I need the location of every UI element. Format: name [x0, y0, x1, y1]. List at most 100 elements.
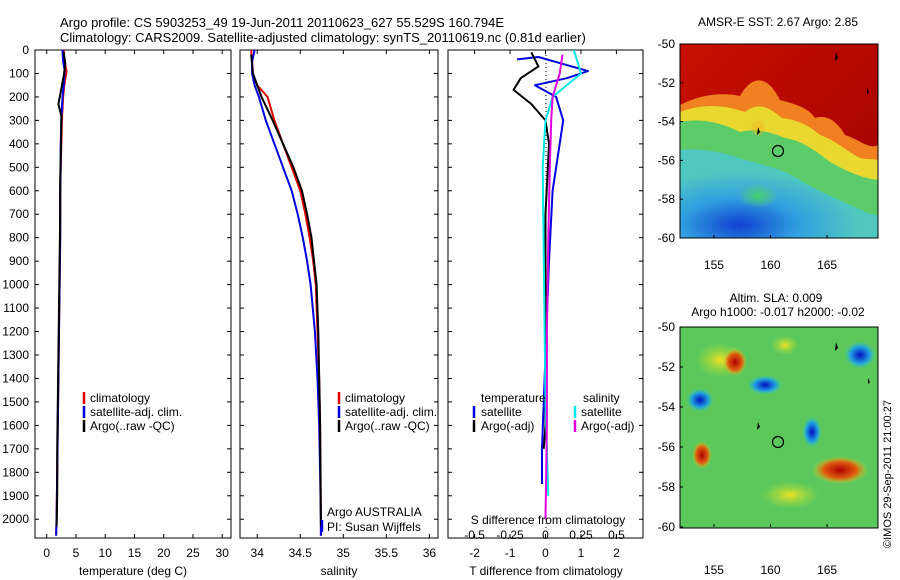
sla-lat-ticks: -50 -52 -54 -56 -58 -60	[658, 320, 683, 534]
x-tick-label: -1	[505, 546, 516, 560]
header-line-2: Climatology: CARS2009. Satellite-adjuste…	[60, 30, 586, 45]
depth-tick-label: 1200	[2, 325, 29, 339]
difference-top-label: S difference from climatology	[471, 513, 626, 527]
salinity-x-ticks: 34 34.5 35 35.5 36	[251, 50, 436, 560]
salinity-legend: climatology satellite-adj. clim. Argo(..…	[337, 391, 437, 433]
lon-tick-label: 155	[704, 563, 724, 577]
legend-label-sal-argo: Argo(-adj)	[581, 419, 634, 433]
profile-location-circle	[771, 144, 785, 158]
depth-tick-label: 400	[9, 137, 29, 151]
depth-tick-label: 800	[9, 231, 29, 245]
header-line-1: Argo profile: CS 5903253_49 19-Jun-2011 …	[60, 15, 504, 30]
temperature-x-ticks: 0 5 10 15 20 25 30	[43, 50, 229, 560]
sla-low-4	[686, 388, 714, 412]
salinity-xlabel: salinity	[321, 564, 358, 578]
float-marker-3	[868, 378, 870, 384]
sla-low-1	[802, 416, 822, 448]
x-tick-label: 0	[43, 546, 50, 560]
lat-tick-label: -58	[658, 480, 676, 494]
legend-label-argo: Argo(..raw -QC)	[345, 419, 430, 433]
depth-tick-label: 1300	[2, 348, 29, 362]
sla-map-title-1: Altim. SLA: 0.009	[730, 291, 823, 305]
lon-tick-label: 160	[760, 258, 780, 272]
difference-legend: temperature salinity satellite Argo(-adj…	[472, 391, 634, 433]
x-tick-label: 35	[337, 546, 351, 560]
temperature-legend: climatology satellite-adj. clim. Argo(..…	[82, 391, 182, 433]
salinity-series	[250, 50, 322, 536]
series-line-argo-raw-qc	[55, 52, 67, 527]
sst-map	[680, 44, 878, 238]
lat-tick-label: -60	[658, 520, 676, 534]
sst-field-cold	[680, 149, 878, 238]
sst-map-title: AMSR-E SST: 2.67 Argo: 2.85	[698, 15, 858, 29]
sla-low-2	[747, 375, 783, 395]
sla-low-3	[844, 341, 876, 369]
depth-tick-label: 300	[9, 113, 29, 127]
imos-footer-credit: ©IMOS 29-Sep-2011 21:00:27	[882, 400, 894, 548]
sla-map-frame	[679, 326, 879, 529]
sla-mid-1	[771, 335, 799, 355]
depth-tick-label: 1700	[2, 442, 29, 456]
difference-top-ticks: -0.5-0.2500.250.5	[464, 528, 625, 542]
depth-tick-label: 1400	[2, 371, 29, 385]
lat-tick-label: -54	[658, 400, 676, 414]
sla-lon-ticks: 155 160 165	[704, 524, 837, 577]
lat-tick-label: -52	[658, 76, 676, 90]
argo-credit-line-1: Argo AUSTRALIA	[327, 505, 422, 519]
legend-label-temp-satellite: satellite	[481, 405, 522, 419]
x-tick-label: 25	[186, 546, 200, 560]
difference-series	[512, 50, 589, 530]
depth-tick-label: 1800	[2, 465, 29, 479]
legend-label-satellite: satellite-adj. clim.	[345, 405, 437, 419]
sst-map-frame	[679, 43, 879, 239]
x-tick-label: 30	[216, 546, 230, 560]
depth-tick-label: 0	[22, 43, 29, 57]
sla-map	[680, 327, 878, 528]
depth-tick-label: 2000	[2, 512, 29, 526]
legend-title-temperature: temperature	[481, 391, 546, 405]
x-tick-label: 35.5	[375, 546, 399, 560]
legend-label-sal-satellite: satellite	[581, 405, 622, 419]
depth-tick-label: 900	[9, 254, 29, 268]
x-tick-label: -2	[469, 546, 480, 560]
lat-tick-label: -50	[658, 37, 676, 51]
depth-tick-label: 1900	[2, 489, 29, 503]
x-tick-label: 0	[542, 546, 549, 560]
sla-high-5	[760, 481, 820, 509]
lon-tick-label: 160	[760, 563, 780, 577]
argo-credit-line-2: PI: Susan Wijffels	[327, 520, 421, 534]
legend-label-argo: Argo(..raw -QC)	[90, 419, 175, 433]
lon-tick-label: 165	[817, 563, 837, 577]
lat-tick-label: -52	[658, 360, 676, 374]
x-tick-label: 34.5	[289, 546, 313, 560]
x-tick-label: 2	[613, 546, 620, 560]
x-tick-label: 15	[128, 546, 142, 560]
legend-label-satellite: satellite-adj. clim.	[90, 405, 182, 419]
sst-lon-ticks: 155 160 165	[704, 235, 837, 272]
depth-tick-label: 500	[9, 160, 29, 174]
depth-tick-label: 1600	[2, 418, 29, 432]
depth-tick-label: 1100	[3, 301, 29, 315]
depth-tick-label: 1000	[2, 278, 29, 292]
float-marker-2	[757, 422, 760, 430]
legend-title-salinity: salinity	[583, 391, 620, 405]
lat-tick-label: -56	[658, 440, 676, 454]
lat-tick-label: -50	[658, 320, 676, 334]
float-marker-3	[867, 88, 869, 94]
temperature-xlabel: temperature (deg C)	[79, 564, 187, 578]
lat-tick-label: -58	[658, 192, 676, 206]
lat-tick-label: -56	[658, 153, 676, 167]
lat-tick-label: -60	[658, 231, 676, 245]
x-tick-label: 5	[73, 546, 80, 560]
legend-label-climatology: climatology	[90, 391, 150, 405]
difference-xlabel: T difference from climatology	[469, 564, 623, 578]
temperature-series	[55, 50, 68, 536]
depth-tick-label: 1500	[2, 395, 29, 409]
sla-map-title-2: Argo h1000: -0.017 h2000: -0.02	[691, 305, 865, 319]
series-line-salinity-argo-adj	[544, 54, 564, 520]
depth-tick-label: 200	[9, 90, 29, 104]
series-line-salinity-satellite	[541, 50, 582, 496]
depth-tick-label: 700	[9, 207, 29, 221]
series-line-satellite-adj-clim	[251, 50, 322, 536]
